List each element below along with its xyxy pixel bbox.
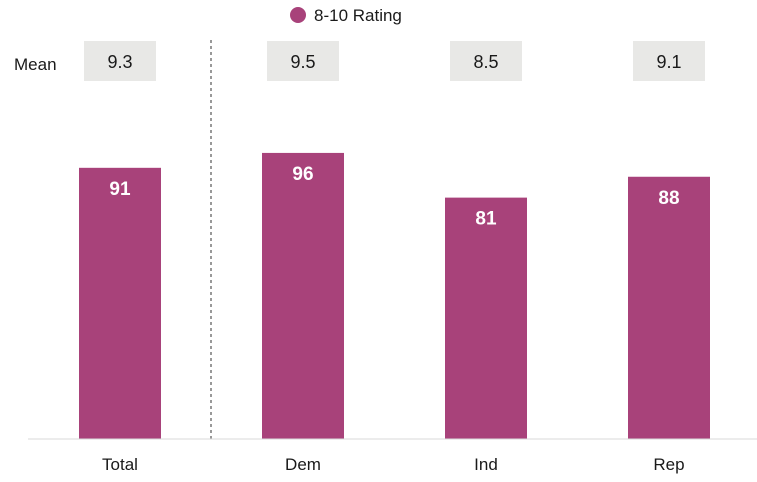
data-label-dem: 96 [292,164,313,185]
mean-value-rep: 9.1 [656,52,681,72]
bar-total [79,167,161,439]
legend: 8-10 Rating [290,6,402,25]
mean-value-ind: 8.5 [473,52,498,72]
legend-label: 8-10 Rating [314,6,402,25]
bar-rep [628,176,710,439]
data-label-total: 91 [109,179,131,200]
x-axis-labels: Total Dem Ind Rep [102,455,685,474]
data-label-rep: 88 [658,188,679,209]
x-tick-label-rep: Rep [653,455,684,474]
mean-row: 9.3 9.5 8.5 9.1 [84,41,705,81]
mean-value-total: 9.3 [107,52,132,72]
x-tick-label-ind: Ind [474,455,498,474]
mean-row-label: Mean [14,55,57,74]
bar-series: 91 96 81 88 [79,152,710,440]
x-tick-label-total: Total [102,455,138,474]
mean-box-dem [267,41,339,81]
bar-ind [445,197,527,439]
bar-dem [262,152,344,440]
mean-value-dem: 9.5 [290,52,315,72]
mean-box-total [84,41,156,81]
mean-box-rep [633,41,705,81]
mean-box-ind [450,41,522,81]
legend-swatch [290,7,306,23]
data-label-ind: 81 [475,209,497,230]
x-tick-label-dem: Dem [285,455,321,474]
